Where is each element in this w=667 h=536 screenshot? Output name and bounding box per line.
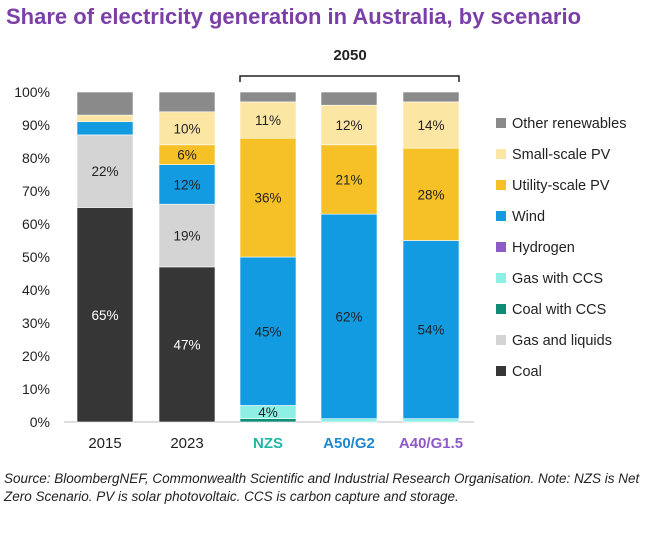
- bars: [76, 91, 460, 423]
- legend-label: Coal with CCS: [512, 302, 606, 318]
- bar-segment: [320, 144, 378, 215]
- x-tick-label: A50/G2: [323, 435, 375, 452]
- data-label: 62%: [335, 309, 362, 324]
- bar-segment: [158, 203, 216, 268]
- group-bracket: 2050: [239, 47, 460, 82]
- x-axis: 2015 2023 NZS A50/G2 A40/G1.5: [88, 435, 463, 452]
- x-tick-label: 2015: [88, 435, 121, 452]
- data-label: 36%: [254, 191, 281, 206]
- bar-segment: [76, 121, 134, 136]
- data-label: 14%: [417, 118, 444, 133]
- legend-label: Gas and liquids: [512, 333, 612, 349]
- data-label: 47%: [173, 337, 200, 352]
- data-label: 22%: [91, 164, 118, 179]
- y-tick-label: 20%: [22, 348, 50, 364]
- y-tick-label: 50%: [22, 249, 50, 265]
- y-tick-label: 70%: [22, 183, 50, 199]
- data-label: 45%: [254, 324, 281, 339]
- legend-label: Gas with CCS: [512, 271, 603, 287]
- chart-title: Share of electricity generation in Austr…: [6, 4, 582, 29]
- bar-segment: [402, 418, 460, 423]
- bar-segment: [402, 91, 460, 103]
- bar-segment: [239, 101, 297, 139]
- x-tick-label: 2023: [170, 435, 203, 452]
- data-label: 10%: [173, 121, 200, 136]
- bar-segment: [76, 114, 134, 122]
- bar-segment: [320, 104, 378, 146]
- bar-segment: [239, 137, 297, 258]
- bar-segment: [402, 240, 460, 419]
- legend-label: Hydrogen: [512, 240, 575, 256]
- legend-swatch: [496, 273, 506, 283]
- y-tick-label: 80%: [22, 150, 50, 166]
- data-label: 65%: [91, 308, 118, 323]
- source-note: Source: BloombergNEF, Commonwealth Scien…: [4, 471, 640, 504]
- y-tick-label: 100%: [14, 84, 50, 100]
- data-label: 11%: [255, 113, 281, 128]
- bar-segment: [320, 418, 378, 423]
- legend-swatch: [496, 149, 506, 159]
- data-label: 6%: [177, 148, 197, 163]
- bar-segment: [158, 266, 216, 423]
- legend-swatch: [496, 180, 506, 190]
- bar-segment: [320, 91, 378, 106]
- x-tick-label: A40/G1.5: [399, 435, 463, 452]
- legend-swatch: [496, 242, 506, 252]
- bar-segment: [239, 91, 297, 103]
- legend-swatch: [496, 118, 506, 128]
- data-label: 12%: [173, 177, 200, 192]
- legend-label: Coal: [512, 364, 542, 380]
- legend-swatch: [496, 335, 506, 345]
- group-bracket-line: [239, 75, 460, 82]
- y-tick-label: 60%: [22, 216, 50, 232]
- bar-segment: [76, 91, 134, 116]
- y-tick-label: 90%: [22, 117, 50, 133]
- legend-swatch: [496, 304, 506, 314]
- legend-swatch: [496, 366, 506, 376]
- data-label: 21%: [335, 172, 362, 187]
- data-label: 54%: [417, 323, 444, 338]
- bar-segment: [402, 101, 460, 149]
- bar-segment: [158, 111, 216, 146]
- legend: Other renewables Small-scale PV Utility-sc…: [496, 116, 626, 380]
- chart-area: 0% 10% 20% 30% 40% 50% 60% 70% 80% 90% 100% 65% 22%…: [14, 47, 626, 452]
- bar-segment: [239, 256, 297, 406]
- bar-segment: [158, 91, 216, 113]
- data-label: 4%: [258, 405, 278, 420]
- bar-segment: [320, 213, 378, 420]
- data-label: 12%: [335, 118, 362, 133]
- x-tick-label: NZS: [253, 435, 283, 452]
- legend-label: Utility-scale PV: [512, 178, 610, 194]
- group-label: 2050: [333, 47, 366, 64]
- y-tick-label: 30%: [22, 315, 50, 331]
- legend-swatch: [496, 211, 506, 221]
- y-tick-label: 0%: [30, 414, 50, 430]
- segment-labels: 65% 22% 47% 19% 12% 6% 10% 4% 45% 36% 11% 62% 21% 12%…: [91, 113, 444, 420]
- legend-label: Other renewables: [512, 116, 626, 132]
- data-label: 19%: [173, 229, 200, 244]
- legend-label: Wind: [512, 209, 545, 225]
- bar-segment: [402, 147, 460, 241]
- y-tick-label: 40%: [22, 282, 50, 298]
- legend-label: Small-scale PV: [512, 147, 611, 163]
- bar-segment: [158, 164, 216, 205]
- data-label: 28%: [417, 187, 444, 202]
- y-tick-label: 10%: [22, 381, 50, 397]
